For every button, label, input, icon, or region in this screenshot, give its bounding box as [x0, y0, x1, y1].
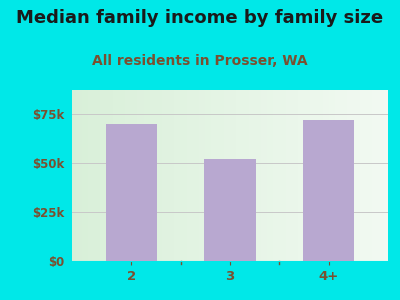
Bar — [204, 159, 256, 261]
Bar — [106, 124, 157, 261]
Text: Median family income by family size: Median family income by family size — [16, 9, 384, 27]
Bar — [303, 120, 354, 261]
Text: All residents in Prosser, WA: All residents in Prosser, WA — [92, 54, 308, 68]
